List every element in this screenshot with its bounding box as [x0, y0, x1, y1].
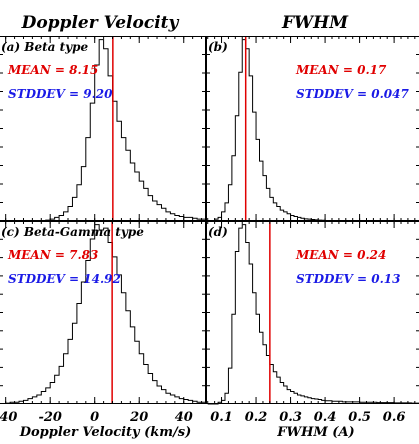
- x-tick-label: 0.1: [210, 410, 233, 425]
- panel-d: 0.1 0.2 0.3 0.4 0.5 0.6 (d) MEAN = 0.24 STDDEV =…: [206, 221, 419, 440]
- histogram-series: [207, 224, 419, 405]
- panel-label: (a) Beta type: [1, 40, 88, 54]
- x-tick-label: -20: [38, 410, 62, 425]
- x-tick-label: 40: [175, 410, 193, 425]
- x-tick-label: 0.4: [314, 410, 337, 425]
- x-axis-title: Doppler Velocity (km/s): [19, 425, 192, 440]
- mean-text: MEAN = 0.24: [295, 248, 386, 262]
- x-tick-label: -40: [0, 410, 17, 425]
- x-tick-label: 20: [129, 410, 148, 425]
- x-tick-label: 0.3: [279, 410, 302, 425]
- panel-a: (a) Beta type MEAN = 8.15 STDDEV = 9.20: [0, 36, 207, 222]
- histogram-series: [5, 224, 207, 404]
- panel-label: (c) Beta-Gamma type: [1, 225, 144, 239]
- mean-text: MEAN = 7.83: [7, 248, 98, 262]
- axes-frame: [206, 221, 419, 404]
- panel-c: -40 -20 0 20 40 (c) Beta-Gamma type MEAN = 7.8…: [0, 221, 207, 440]
- axes-frame: [0, 36, 206, 221]
- x-axis-title: FWHM (A): [276, 425, 354, 440]
- x-tick-label: 0: [90, 410, 99, 425]
- column-title-fwhm: FWHM: [281, 13, 349, 33]
- histogram-panels: (a) Beta type MEAN = 8.15 STDDEV = 9.20 (b)…: [0, 36, 419, 440]
- stddev-text: STDDEV = 9.20: [8, 87, 113, 101]
- panel-b: (b) MEAN = 0.17 STDDEV = 0.047: [206, 36, 419, 222]
- stddev-text: STDDEV = 14.92: [8, 272, 121, 286]
- axes-frame: [0, 221, 206, 404]
- x-tick-label: 0.2: [245, 410, 268, 425]
- mean-text: MEAN = 0.17: [295, 63, 387, 77]
- column-title-doppler-velocity: Doppler Velocity: [21, 13, 180, 33]
- x-tick-label: 0.6: [383, 410, 406, 425]
- axes-frame: [206, 36, 419, 221]
- mean-text: MEAN = 8.15: [7, 63, 98, 77]
- panel-label: (d): [208, 225, 228, 239]
- panel-label: (b): [208, 40, 228, 54]
- stddev-text: STDDEV = 0.13: [296, 272, 401, 286]
- stddev-text: STDDEV = 0.047: [296, 87, 410, 101]
- x-tick-label: 0.5: [348, 410, 371, 425]
